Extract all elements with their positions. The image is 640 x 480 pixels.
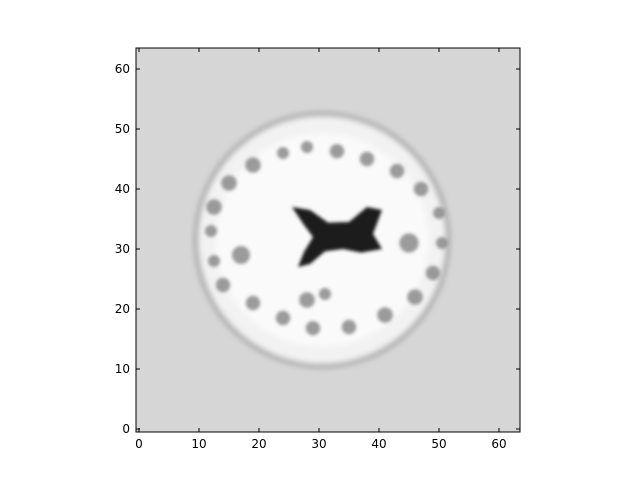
x-tick-label: 60: [491, 437, 506, 451]
y-tick-label: 60: [115, 62, 130, 76]
y-tick-label: 50: [115, 122, 130, 136]
x-tick-label: 10: [191, 437, 206, 451]
y-tick-label: 20: [115, 302, 130, 316]
ventricles: [292, 207, 382, 267]
x-tick-label: 0: [135, 437, 143, 451]
mri-image: [136, 48, 520, 432]
y-tick-label: 0: [122, 422, 130, 436]
y-tick-label: 30: [115, 242, 130, 256]
x-tick-label: 20: [251, 437, 266, 451]
sulci: [205, 141, 448, 336]
x-tick-label: 40: [371, 437, 386, 451]
x-tick-label: 50: [431, 437, 446, 451]
y-tick-label: 40: [115, 182, 130, 196]
x-tick-label: 30: [311, 437, 326, 451]
y-tick-label: 10: [115, 362, 130, 376]
plot-area: [135, 47, 521, 433]
axes-frame: [135, 47, 521, 433]
x-axis: 0 10 20 30 40 50 60: [135, 48, 507, 451]
y-axis: 0 10 20 30 40 50 60: [115, 62, 520, 436]
